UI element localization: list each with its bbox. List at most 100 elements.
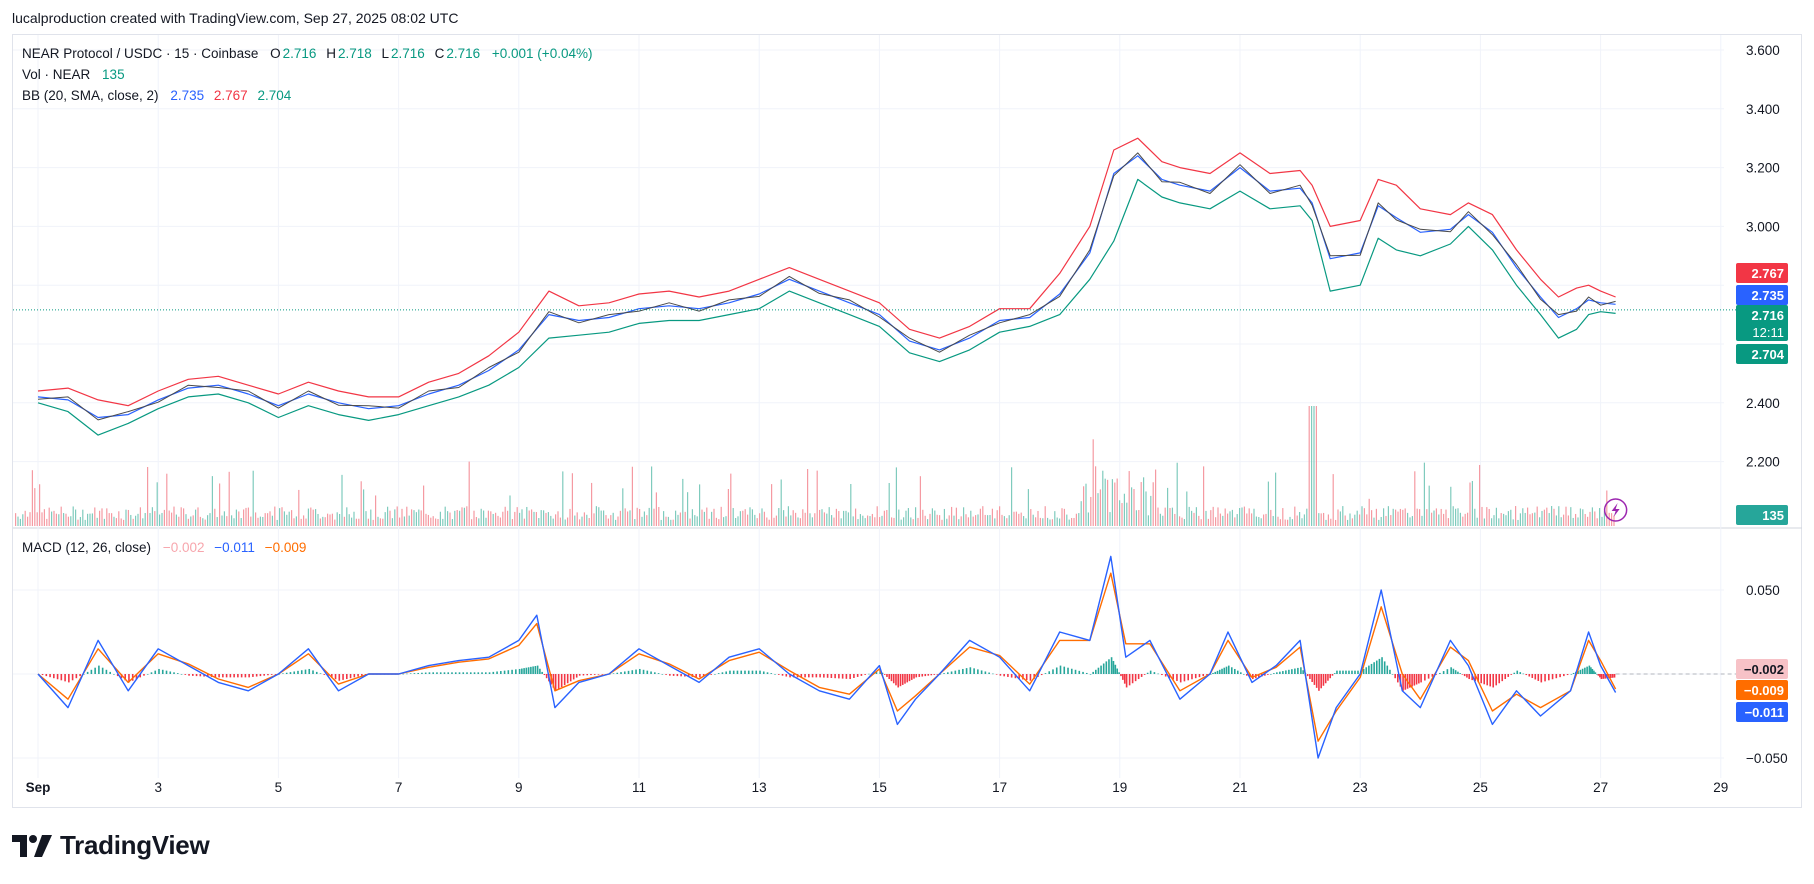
macd-hist-bar bbox=[75, 674, 78, 679]
volume-label[interactable]: Vol · NEAR bbox=[22, 67, 91, 82]
volume-bar bbox=[876, 506, 878, 526]
volume-bar bbox=[1423, 462, 1425, 526]
volume-bar bbox=[521, 509, 523, 526]
macd-hist-bar bbox=[424, 672, 427, 674]
volume-bar bbox=[171, 512, 173, 526]
volume-bar bbox=[46, 518, 48, 526]
volume-bar bbox=[468, 461, 470, 526]
macd-hist-bar bbox=[338, 674, 341, 681]
volume-bar bbox=[1049, 519, 1051, 526]
volume-bar bbox=[209, 513, 211, 526]
bb-label[interactable]: BB (20, SMA, close, 2) bbox=[22, 88, 159, 103]
volume-bar bbox=[163, 509, 165, 526]
macd-hist-bar bbox=[890, 674, 893, 682]
volume-bar bbox=[970, 510, 972, 526]
volume-bar bbox=[1155, 469, 1157, 526]
macd-hist-bar bbox=[1572, 672, 1575, 674]
macd-hist-bar bbox=[541, 671, 543, 674]
volume-bar bbox=[1181, 517, 1183, 526]
macd-hist-bar bbox=[300, 670, 303, 674]
volume-bar bbox=[507, 510, 509, 526]
macd-hist-bar bbox=[702, 674, 705, 677]
badge-macd-line-bg bbox=[1736, 702, 1788, 722]
volume-bar bbox=[437, 519, 439, 526]
macd-hist-bar bbox=[860, 674, 863, 676]
macd-hist-bar bbox=[1029, 674, 1032, 681]
macd-hist-bar bbox=[304, 669, 307, 674]
volume-bar bbox=[1375, 508, 1377, 526]
chart-frame[interactable] bbox=[12, 34, 1802, 808]
volume-bar bbox=[271, 515, 273, 526]
badge-bb-upper: 2.767 bbox=[1751, 266, 1784, 281]
volume-bar bbox=[1349, 513, 1351, 526]
macd-hist-bar bbox=[1059, 665, 1062, 674]
volume-bar bbox=[1361, 506, 1363, 526]
macd-hist-bar bbox=[1483, 674, 1486, 685]
volume-bar bbox=[514, 511, 516, 526]
macd-hist-bar bbox=[1194, 674, 1197, 679]
macd-hist-bar bbox=[1368, 665, 1370, 674]
macd-hist-bar bbox=[1218, 669, 1221, 674]
volume-bar bbox=[919, 476, 921, 526]
macd-hist-bar bbox=[1593, 670, 1595, 674]
volume-bar bbox=[1392, 508, 1394, 526]
volume-bar bbox=[435, 518, 437, 526]
volume-bar bbox=[869, 516, 871, 526]
macd-hist-bar bbox=[342, 674, 344, 680]
symbol-label[interactable]: NEAR Protocol / USDC · 15 · Coinbase bbox=[22, 46, 259, 61]
volume-bar bbox=[418, 509, 420, 526]
volume-bar bbox=[963, 507, 965, 526]
macd-hist-bar bbox=[1522, 673, 1525, 675]
volume-bar bbox=[912, 519, 914, 526]
volume-bar bbox=[1279, 519, 1281, 526]
volume-bar bbox=[1519, 513, 1521, 526]
macd-hist-bar bbox=[1291, 669, 1293, 674]
macd-hist-bar bbox=[1007, 674, 1009, 677]
macd-hist-bar bbox=[507, 670, 510, 674]
volume-bar bbox=[879, 517, 881, 526]
tradingview-logo[interactable]: TradingView bbox=[12, 830, 210, 861]
macd-hist-bar bbox=[687, 674, 690, 677]
volume-bar bbox=[43, 509, 45, 526]
macd-hist-bar bbox=[334, 674, 337, 680]
macd-hist-bar bbox=[1551, 674, 1554, 680]
macd-hist-bar bbox=[1258, 674, 1260, 678]
volume-bar bbox=[1239, 508, 1241, 526]
volume-bar bbox=[595, 506, 597, 526]
macd-hist-bar bbox=[1270, 674, 1272, 675]
macd-hist-bar bbox=[977, 669, 979, 674]
macd-hist-bar bbox=[1370, 663, 1373, 674]
volume-bar bbox=[1121, 503, 1123, 526]
volume-bar bbox=[627, 511, 629, 526]
volume-bar bbox=[173, 506, 175, 526]
volume-bar bbox=[1452, 506, 1454, 526]
badge-macd-signal: −0.009 bbox=[1744, 683, 1784, 698]
macd-hist-bar bbox=[315, 671, 318, 674]
macd-hist-bar bbox=[195, 674, 198, 677]
volume-bar bbox=[1133, 489, 1135, 526]
low-label: L bbox=[381, 46, 390, 61]
price-y-tick-label: 2.400 bbox=[1746, 396, 1780, 411]
macd-hist-bar bbox=[1404, 674, 1407, 690]
macd-hist-bar bbox=[1544, 674, 1546, 682]
volume-bar bbox=[1107, 479, 1109, 526]
volume-bar bbox=[490, 511, 492, 526]
volume-bar bbox=[1078, 513, 1080, 526]
macd-hist-bar bbox=[1365, 667, 1368, 674]
volume-bar bbox=[718, 519, 720, 526]
macd-label[interactable]: MACD (12, 26, close) bbox=[22, 540, 152, 555]
volume-bar bbox=[276, 519, 278, 526]
volume-bar bbox=[1111, 479, 1113, 526]
volume-bar bbox=[413, 510, 415, 526]
macd-hist-bar bbox=[297, 670, 299, 674]
volume-bar bbox=[111, 513, 113, 526]
macd-hist-bar bbox=[1424, 674, 1426, 681]
volume-bar bbox=[137, 513, 139, 526]
volume-bar bbox=[1455, 508, 1457, 526]
lightning-icon[interactable] bbox=[1603, 498, 1628, 522]
macd-hist-bar bbox=[1110, 657, 1113, 674]
macd-hist-bar bbox=[654, 672, 656, 674]
volume-bar bbox=[372, 519, 374, 526]
volume-bar bbox=[1476, 517, 1478, 526]
